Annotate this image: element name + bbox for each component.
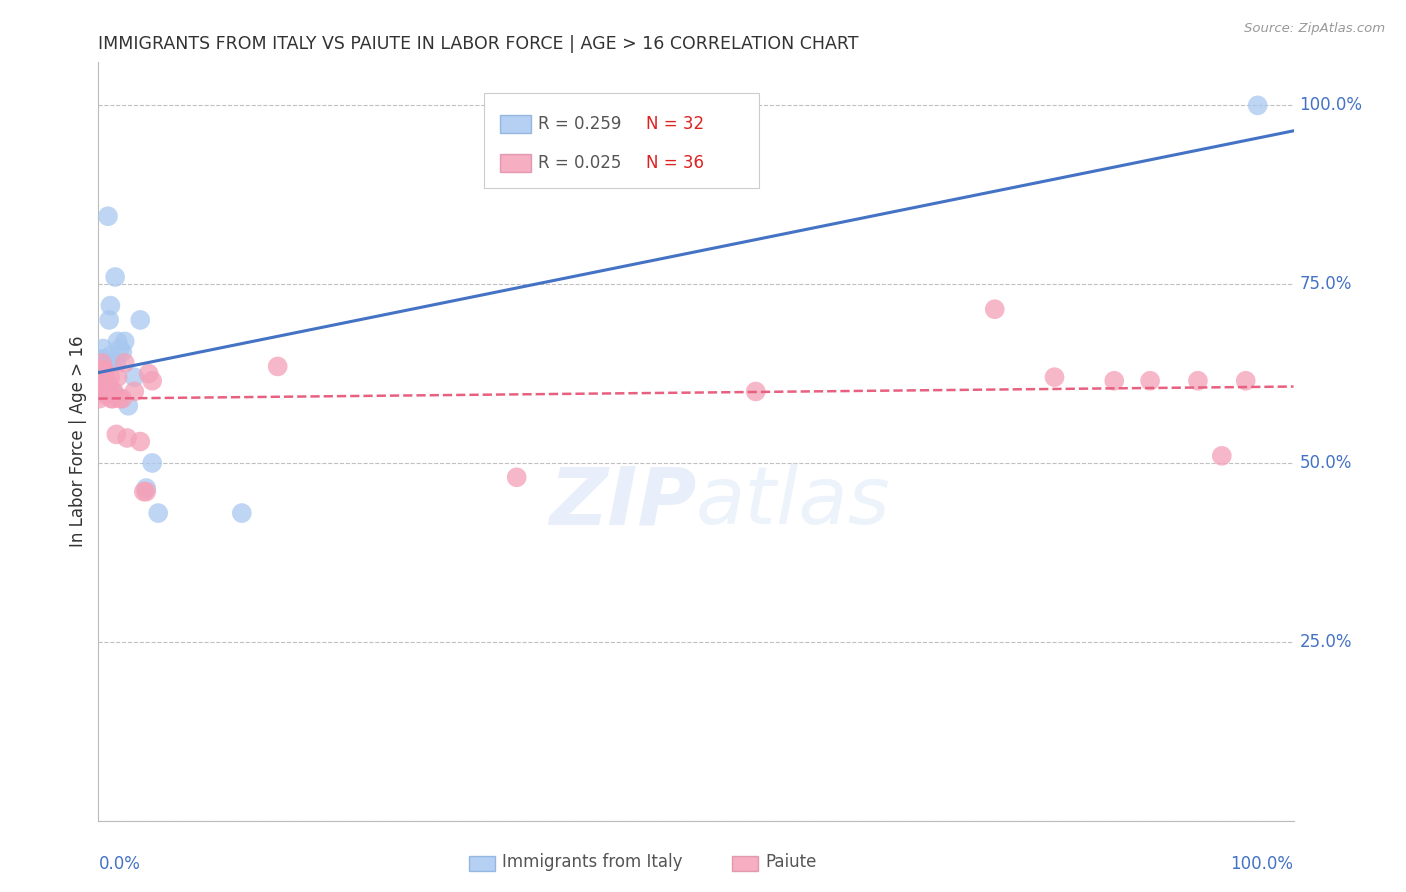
Point: [91, 363, 114, 377]
Point: [94, 388, 117, 402]
FancyBboxPatch shape: [733, 856, 758, 871]
Y-axis label: In Labor Force | Age > 16: In Labor Force | Age > 16: [69, 335, 87, 548]
Point: [745, 384, 768, 399]
Point: [91, 363, 114, 377]
Point: [97, 377, 120, 392]
Point: [91, 384, 114, 399]
Point: [506, 470, 529, 484]
Text: R = 0.259: R = 0.259: [538, 115, 621, 133]
Text: 50.0%: 50.0%: [1299, 454, 1353, 472]
Text: 100.0%: 100.0%: [1299, 96, 1362, 114]
Point: [96, 356, 118, 370]
FancyBboxPatch shape: [470, 856, 495, 871]
Point: [1247, 98, 1270, 112]
FancyBboxPatch shape: [501, 115, 531, 133]
Point: [100, 356, 122, 370]
Point: [97, 209, 120, 223]
Point: [105, 356, 128, 370]
Text: 100.0%: 100.0%: [1230, 855, 1294, 872]
Point: [132, 484, 155, 499]
Text: Paiute: Paiute: [765, 854, 817, 871]
Text: N = 32: N = 32: [645, 115, 704, 133]
Point: [94, 363, 117, 377]
Point: [135, 481, 157, 495]
Point: [984, 302, 1007, 317]
Point: [231, 506, 253, 520]
Point: [98, 370, 122, 384]
Point: [108, 392, 131, 406]
Point: [129, 434, 152, 449]
Point: [98, 384, 121, 399]
Point: [267, 359, 290, 374]
Point: [148, 506, 170, 520]
Point: [1187, 374, 1209, 388]
Point: [1104, 374, 1126, 388]
Point: [91, 356, 114, 370]
Point: [89, 392, 111, 406]
Point: [93, 352, 115, 367]
Text: Immigrants from Italy: Immigrants from Italy: [502, 854, 683, 871]
Point: [90, 377, 112, 392]
Text: 75.0%: 75.0%: [1299, 275, 1353, 293]
Point: [98, 299, 122, 313]
Point: [93, 370, 115, 384]
Point: [91, 342, 114, 356]
Point: [91, 367, 114, 381]
Point: [103, 384, 125, 399]
Point: [135, 484, 157, 499]
Point: [111, 392, 134, 406]
FancyBboxPatch shape: [501, 154, 531, 172]
Point: [101, 392, 124, 406]
Text: IMMIGRANTS FROM ITALY VS PAIUTE IN LABOR FORCE | AGE > 16 CORRELATION CHART: IMMIGRANTS FROM ITALY VS PAIUTE IN LABOR…: [98, 35, 859, 53]
Text: 25.0%: 25.0%: [1299, 632, 1353, 651]
Point: [138, 367, 160, 381]
Point: [104, 270, 127, 285]
Point: [90, 356, 112, 370]
Point: [114, 356, 136, 370]
Point: [1139, 374, 1161, 388]
Point: [1234, 374, 1257, 388]
Point: [117, 399, 139, 413]
Point: [141, 456, 163, 470]
Text: 0.0%: 0.0%: [98, 855, 141, 872]
Point: [98, 313, 121, 327]
Point: [101, 384, 124, 399]
Point: [91, 356, 114, 370]
Point: [111, 345, 134, 359]
Point: [105, 427, 128, 442]
Text: atlas: atlas: [696, 463, 891, 541]
Point: [1211, 449, 1233, 463]
Point: [90, 352, 112, 367]
Point: [107, 334, 129, 349]
Point: [93, 363, 115, 377]
Point: [89, 359, 111, 374]
Point: [124, 370, 146, 384]
Point: [115, 431, 138, 445]
Text: Source: ZipAtlas.com: Source: ZipAtlas.com: [1244, 22, 1385, 36]
Text: R = 0.025: R = 0.025: [538, 154, 621, 172]
Point: [129, 313, 152, 327]
Point: [108, 342, 131, 356]
Point: [98, 349, 122, 363]
Point: [96, 377, 118, 392]
Point: [1043, 370, 1066, 384]
Point: [91, 352, 114, 367]
Point: [124, 384, 146, 399]
FancyBboxPatch shape: [485, 93, 759, 187]
Text: N = 36: N = 36: [645, 154, 704, 172]
Point: [141, 374, 163, 388]
Text: ZIP: ZIP: [548, 463, 696, 541]
Point: [100, 392, 122, 406]
Point: [114, 334, 136, 349]
Point: [107, 370, 129, 384]
